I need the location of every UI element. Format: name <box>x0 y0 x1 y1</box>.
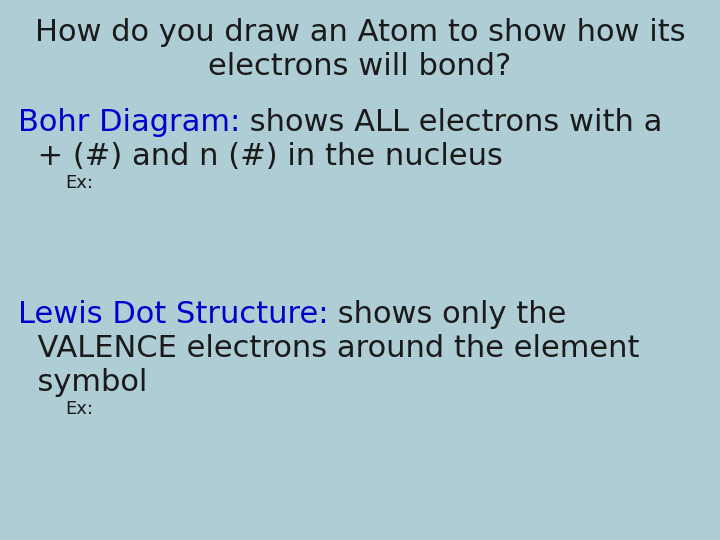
Text: shows only the: shows only the <box>328 300 567 329</box>
Text: How do you draw an Atom to show how its: How do you draw an Atom to show how its <box>35 18 685 47</box>
Text: Ex:: Ex: <box>65 400 93 418</box>
Text: Bohr Diagram:: Bohr Diagram: <box>18 108 240 137</box>
Text: Lewis Dot Structure:: Lewis Dot Structure: <box>18 300 328 329</box>
Text: electrons will bond?: electrons will bond? <box>208 52 512 81</box>
Text: + (#) and n (#) in the nucleus: + (#) and n (#) in the nucleus <box>18 142 503 171</box>
Text: Ex:: Ex: <box>65 174 93 192</box>
Text: symbol: symbol <box>18 368 148 397</box>
Text: shows ALL electrons with a: shows ALL electrons with a <box>240 108 662 137</box>
Text: VALENCE electrons around the element: VALENCE electrons around the element <box>18 334 639 363</box>
